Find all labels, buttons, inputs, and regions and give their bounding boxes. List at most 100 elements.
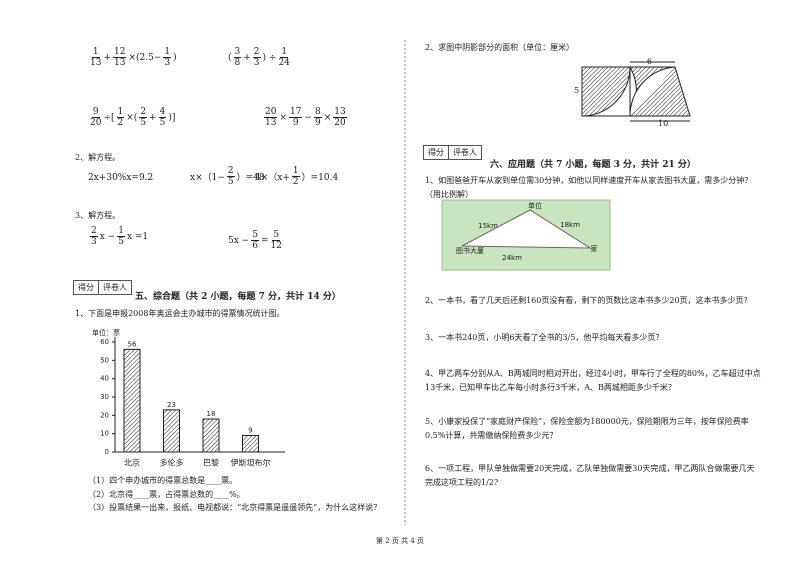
denominator: 5	[140, 118, 147, 128]
question: 2、求图中阴影部分的面积（单位：厘米）	[425, 43, 575, 52]
problem-line: 2、一本书，看了几天后还剩160页没有看，剩下的页数比这本书多少20页，这本书多…	[425, 296, 752, 305]
bar-value-label: 9	[248, 427, 252, 435]
numerator: 1	[116, 107, 125, 118]
bar	[242, 435, 259, 453]
geometry-figure	[581, 61, 691, 122]
fraction: 20 13	[264, 107, 278, 128]
problem-line: （用比例解）	[425, 189, 473, 199]
denominator: 9	[315, 118, 321, 128]
denominator: 3	[253, 58, 260, 68]
bar	[123, 348, 141, 453]
bar-value-label: 18	[207, 410, 216, 418]
denominator: 12	[270, 241, 282, 251]
numerator: 17	[289, 107, 303, 118]
denominator: 3	[164, 58, 171, 68]
expression-text: −	[304, 112, 312, 123]
sub-question: （2）北京得____票，占得票总数的____%。	[88, 489, 245, 499]
numerator: 1	[163, 47, 172, 58]
y-tick-label: 30	[100, 393, 109, 401]
expression-text: 5x −	[228, 235, 250, 246]
expression-text: ×(2.5−	[128, 52, 162, 63]
fraction: 12 13	[113, 47, 127, 68]
figure-label: 10	[658, 119, 669, 128]
denominator: 20	[90, 118, 102, 128]
numerator: 20	[264, 107, 278, 118]
figure-label: 5	[574, 86, 580, 95]
fraction: 1 24	[278, 47, 289, 68]
numerator: 1	[117, 226, 125, 237]
numerator: 12	[113, 47, 127, 58]
map-label: 图书大厦	[456, 246, 484, 255]
numerator: 2	[252, 47, 261, 58]
figure-label: 6	[647, 57, 653, 66]
chart-unit: 单位：票	[92, 328, 120, 337]
map-label: 15km	[478, 222, 498, 230]
score-box: 得分 评卷人	[73, 280, 132, 295]
x-tick-label: 巴黎	[203, 458, 219, 468]
expression-text: x −	[99, 231, 116, 242]
expression: 9 20 ÷[1 2 ×(2 5 +4 5)]	[88, 107, 175, 128]
bar-value-label: 56	[128, 340, 137, 348]
numerator: 2	[90, 226, 98, 237]
map-label: 18km	[560, 221, 580, 229]
denominator: 2	[117, 118, 124, 128]
denominator: 8	[234, 58, 241, 68]
expression-text: x×（1−	[190, 173, 225, 183]
problem-line: 5、小康家投保了“家庭财产保险”，保险金额为180000元，保险期限为三年，按年…	[425, 417, 749, 426]
expression-text: +	[103, 52, 111, 63]
expression-text: 4×（x+	[255, 173, 290, 183]
expression-text: +	[149, 112, 157, 123]
denominator: 3	[91, 237, 97, 247]
expression-text: ) ÷	[262, 52, 277, 63]
expression-text: (	[228, 52, 232, 63]
expression-text: ×	[323, 112, 332, 123]
section-title: 五、综合题（共 2 小题，每题 7 分，共计 14 分）	[135, 292, 341, 302]
bar	[202, 418, 220, 453]
numerator: 1	[280, 47, 289, 58]
map-label: 单位	[528, 201, 542, 210]
problem-line: 1、如图爸爸开车从家到单位需30分钟，如他以同样速度开车从家去图书大厦，需多少分…	[425, 176, 753, 185]
denominator: 2	[292, 177, 299, 187]
problem-line: 4、甲乙两车分别从A、B两城同时相对开出，经过4小时，甲车行了全程的80%，乙车…	[425, 369, 761, 378]
score-box: 得分 评卷人	[423, 145, 482, 160]
fraction: 1 13	[90, 47, 101, 68]
expression: 5x −5 6 = 5 12	[228, 230, 284, 251]
fraction: 17 9	[289, 107, 303, 128]
numerator: 1	[291, 166, 300, 177]
question: 1、下面是申报2008年奥运会主办城市的得票情况统计图。	[75, 309, 285, 318]
denominator: 6	[252, 241, 258, 251]
denominator: 13	[90, 58, 102, 68]
bar-value-label: 23	[167, 401, 176, 409]
score-box-cell: 评卷人	[103, 283, 127, 292]
expression: x×（1− 2 5 ）=48	[190, 166, 265, 187]
x-tick-label: 伊斯坦布尔	[231, 458, 271, 468]
y-tick-label: 20	[100, 411, 109, 419]
problem-line: 13千米，已知甲车比乙车每小时多行3千米，A、B两城相距多少千米？	[425, 382, 676, 392]
expression-text: ）=10.4	[301, 173, 339, 183]
problem-line: 0.5%计算，共需缴纳保险费多少元？	[425, 430, 558, 440]
bar	[163, 409, 180, 453]
y-tick-label: 0	[105, 448, 109, 456]
section-heading: 3、解方程。	[75, 211, 121, 220]
expression-text: ×	[279, 112, 287, 123]
expression-text: )	[173, 52, 177, 63]
sub-question: （3）投票结果一出来，报纸、电视都说：“北京得票是遥遥领先”，为什么这样说？	[88, 503, 382, 512]
score-box-cell: 得分	[424, 146, 449, 159]
expression-text: x =1	[126, 231, 149, 242]
fraction: 9 20	[90, 107, 101, 128]
denominator: 9	[292, 118, 299, 128]
fraction: 13 20	[333, 107, 347, 128]
numerator: 9	[91, 107, 100, 118]
numerator: 1	[91, 47, 100, 58]
expression: (3 8 +2 3) ÷ 1 24	[228, 47, 292, 68]
y-tick-label: 60	[100, 338, 109, 346]
map-label: 24km	[502, 254, 522, 262]
